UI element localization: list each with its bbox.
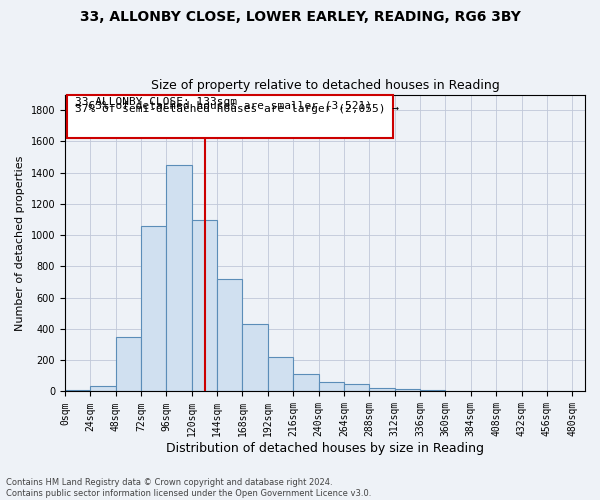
Bar (67, 96, 392, 138)
Bar (65, 390, 90, 392)
Bar (370, 388, 395, 392)
Bar (319, 382, 344, 392)
Bar (268, 357, 293, 392)
Bar (395, 389, 420, 392)
Text: ← 63% of detached houses are smaller (3,521): ← 63% of detached houses are smaller (3,… (76, 100, 373, 110)
Bar (242, 324, 268, 392)
Bar (344, 384, 370, 392)
Text: 33, ALLONBY CLOSE, LOWER EARLEY, READING, RG6 3BY: 33, ALLONBY CLOSE, LOWER EARLEY, READING… (80, 10, 520, 24)
Bar (420, 390, 445, 392)
Bar (166, 165, 192, 392)
Bar (445, 390, 471, 392)
Bar (116, 337, 141, 392)
Y-axis label: Number of detached properties: Number of detached properties (15, 156, 25, 330)
Text: 37% of semi-detached houses are larger (2,055) →: 37% of semi-detached houses are larger (… (76, 104, 400, 114)
Bar (293, 374, 319, 392)
Text: Contains HM Land Registry data © Crown copyright and database right 2024.
Contai: Contains HM Land Registry data © Crown c… (6, 478, 371, 498)
Bar (141, 226, 166, 392)
Bar (217, 279, 242, 392)
Bar (90, 386, 116, 392)
X-axis label: Distribution of detached houses by size in Reading: Distribution of detached houses by size … (166, 442, 484, 455)
Text: 33 ALLONBY CLOSE: 133sqm: 33 ALLONBY CLOSE: 133sqm (76, 97, 238, 107)
Title: Size of property relative to detached houses in Reading: Size of property relative to detached ho… (151, 79, 499, 92)
Bar (192, 220, 217, 392)
